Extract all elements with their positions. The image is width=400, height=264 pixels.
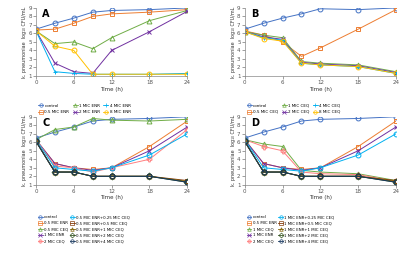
Legend: control, 0.5 MIC ENR, 1 MIC ENR, 2 MIC ENR, 4 MIC ENR, 8 MIC ENR: control, 0.5 MIC ENR, 1 MIC ENR, 2 MIC E… xyxy=(38,104,131,114)
Y-axis label: k. pneumoniae  log₁₀ CFU/mL: k. pneumoniae log₁₀ CFU/mL xyxy=(22,6,27,78)
Legend: control, 0.5 MIC ENR, 0.5 MIC CEQ, 1 MIC ENR, 2 MIC CEQ, 0.5 MIC ENR+0.25 MIC CE: control, 0.5 MIC ENR, 0.5 MIC CEQ, 1 MIC… xyxy=(38,215,130,243)
Text: B: B xyxy=(251,9,258,19)
Legend: control, 0.5 MIC ENR, 1 MIC CEQ, 1 MIC ENR, 2 MIC CEQ, 1 MIC ENR+0.25 MIC CEQ, 1: control, 0.5 MIC ENR, 1 MIC CEQ, 1 MIC E… xyxy=(247,215,334,243)
Text: D: D xyxy=(251,118,259,128)
X-axis label: Time (h): Time (h) xyxy=(100,195,123,200)
X-axis label: Time (h): Time (h) xyxy=(309,195,332,200)
Legend: control, 0.5 MIC CEQ, 1 MIC CEQ, 2 MIC CEQ, 4 MIC CEQ, 8 MIC CEQ: control, 0.5 MIC CEQ, 1 MIC CEQ, 2 MIC C… xyxy=(247,104,340,114)
Text: C: C xyxy=(42,118,49,128)
Y-axis label: k. pneumoniae  log₁₀ CFU/mL: k. pneumoniae log₁₀ CFU/mL xyxy=(231,115,236,186)
Y-axis label: k. pneumoniae  log₁₀ CFU/mL: k. pneumoniae log₁₀ CFU/mL xyxy=(231,6,236,78)
Text: A: A xyxy=(42,9,50,19)
X-axis label: Time (h): Time (h) xyxy=(100,87,123,92)
X-axis label: Time (h): Time (h) xyxy=(309,87,332,92)
Y-axis label: k. pneumoniae  log₁₀ CFU/mL: k. pneumoniae log₁₀ CFU/mL xyxy=(22,115,27,186)
